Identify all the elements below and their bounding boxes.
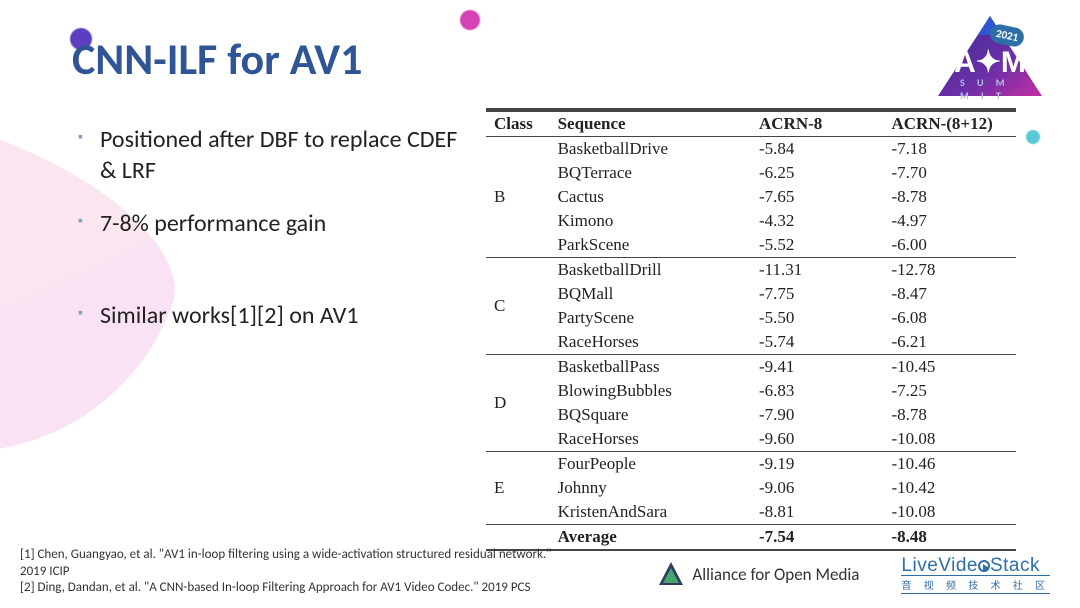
- summit-label: S U M M I T: [960, 76, 1020, 102]
- data-cell: -10.08: [883, 427, 1016, 452]
- data-cell: BQTerrace: [550, 161, 751, 185]
- data-cell: -5.84: [751, 137, 884, 162]
- data-cell: KristenAndSara: [550, 500, 751, 525]
- col-header: ACRN-8: [751, 111, 884, 137]
- bullet-item: Positioned after DBF to replace CDEF & L…: [78, 124, 458, 186]
- data-cell: -9.06: [751, 476, 884, 500]
- data-cell: RaceHorses: [550, 427, 751, 452]
- data-cell: BQSquare: [550, 403, 751, 427]
- data-cell: -7.90: [751, 403, 884, 427]
- data-cell: Kimono: [550, 209, 751, 233]
- data-cell: -4.97: [883, 209, 1016, 233]
- avg-value: -8.48: [883, 525, 1016, 551]
- lvs-text: Vide: [938, 555, 978, 576]
- data-cell: -6.83: [751, 379, 884, 403]
- data-cell: -12.78: [883, 258, 1016, 283]
- aom-logo: Alliance for Open Media: [658, 561, 859, 589]
- data-cell: -7.75: [751, 282, 884, 306]
- data-cell: FourPeople: [550, 452, 751, 477]
- data-cell: -5.52: [751, 233, 884, 258]
- lvs-text: Stack: [990, 555, 1040, 576]
- play-icon: [978, 560, 990, 572]
- data-cell: -6.00: [883, 233, 1016, 258]
- data-cell: Cactus: [550, 185, 751, 209]
- data-cell: BlowingBubbles: [550, 379, 751, 403]
- footer-logos: Alliance for Open Media LiveVide Stack 音 …: [658, 555, 1050, 594]
- data-cell: -5.74: [751, 330, 884, 355]
- class-cell: D: [486, 355, 550, 452]
- data-cell: Johnny: [550, 476, 751, 500]
- lvs-subtitle: 音 视 频 技 术 社 区: [901, 575, 1050, 594]
- col-header: ACRN-(8+12): [883, 111, 1016, 137]
- data-cell: -10.42: [883, 476, 1016, 500]
- data-cell: BasketballDrive: [550, 137, 751, 162]
- data-cell: -8.47: [883, 282, 1016, 306]
- footnotes: [1] Chen, Guangyao, et al. "AV1 in-loop …: [20, 547, 580, 596]
- data-cell: BasketballPass: [550, 355, 751, 380]
- data-cell: -5.50: [751, 306, 884, 330]
- aom-text: Alliance for Open Media: [692, 564, 859, 585]
- bullet-item: 7-8% performance gain: [78, 208, 458, 239]
- col-header: Class: [486, 111, 550, 137]
- bullet-list: Positioned after DBF to replace CDEF & L…: [78, 124, 458, 353]
- page-title: CNN-ILF for AV1: [72, 32, 362, 86]
- results-table: Class Sequence ACRN-8 ACRN-(8+12) BBaske…: [486, 108, 1016, 551]
- col-header: Sequence: [550, 111, 751, 137]
- aom-icon: [658, 561, 684, 589]
- class-cell: E: [486, 452, 550, 525]
- data-cell: PartyScene: [550, 306, 751, 330]
- corner-logo: A✦M 2021 S U M M I T: [930, 10, 1050, 110]
- data-cell: ParkScene: [550, 233, 751, 258]
- data-cell: [486, 525, 550, 551]
- decoration-dot: [460, 10, 480, 30]
- data-cell: -7.18: [883, 137, 1016, 162]
- data-cell: -9.41: [751, 355, 884, 380]
- data-cell: -4.32: [751, 209, 884, 233]
- data-cell: -8.78: [883, 403, 1016, 427]
- lvs-text: Live: [901, 555, 938, 576]
- data-cell: -9.19: [751, 452, 884, 477]
- data-cell: BQMall: [550, 282, 751, 306]
- data-cell: BasketballDrill: [550, 258, 751, 283]
- data-cell: -6.08: [883, 306, 1016, 330]
- data-cell: -6.21: [883, 330, 1016, 355]
- decoration-dot: [1026, 130, 1040, 144]
- data-cell: -10.46: [883, 452, 1016, 477]
- data-cell: RaceHorses: [550, 330, 751, 355]
- bullet-item: Similar works[1][2] on AV1: [78, 300, 458, 331]
- footnote: [2] Ding, Dandan, et al. "A CNN-based In…: [20, 580, 580, 596]
- data-cell: -7.70: [883, 161, 1016, 185]
- data-cell: -7.65: [751, 185, 884, 209]
- lvs-logo: LiveVide Stack 音 视 频 技 术 社 区: [901, 555, 1050, 594]
- avg-value: -7.54: [751, 525, 884, 551]
- svg-text:A✦M: A✦M: [954, 46, 1026, 79]
- data-cell: -10.08: [883, 500, 1016, 525]
- data-cell: -7.25: [883, 379, 1016, 403]
- avg-label: Average: [550, 525, 751, 551]
- data-cell: -10.45: [883, 355, 1016, 380]
- data-cell: -9.60: [751, 427, 884, 452]
- data-cell: -11.31: [751, 258, 884, 283]
- class-cell: C: [486, 258, 550, 355]
- data-cell: -8.81: [751, 500, 884, 525]
- class-cell: B: [486, 137, 550, 258]
- data-cell: -6.25: [751, 161, 884, 185]
- data-cell: -8.78: [883, 185, 1016, 209]
- footnote: [1] Chen, Guangyao, et al. "AV1 in-loop …: [20, 547, 580, 580]
